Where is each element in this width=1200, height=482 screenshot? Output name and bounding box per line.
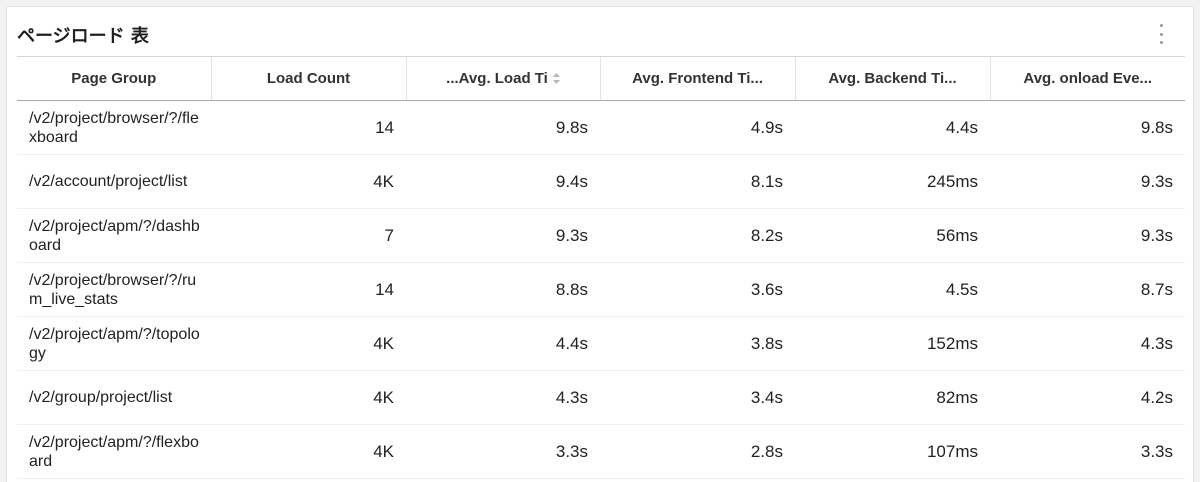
cell-avg-load-time: 8.8s [406,262,600,317]
table-header-row: Page Group Load Count ...Avg. Load Ti Av… [17,56,1185,101]
cell-avg-onload-event: 4.2s [990,370,1185,425]
column-header-page-group[interactable]: Page Group [17,56,211,101]
column-header-avg-backend-time[interactable]: Avg. Backend Ti... [794,56,990,101]
cell-avg-load-time: 3.3s [406,424,600,479]
cell-avg-onload-event: 9.3s [990,208,1185,263]
panel-title: ページロード 表 [17,26,149,47]
cell-avg-backend-time: 152ms [795,316,990,371]
column-header-avg-load-time[interactable]: ...Avg. Load Ti [405,56,600,101]
cell-load-count: 4K [211,370,406,425]
column-header-avg-frontend-time[interactable]: Avg. Frontend Ti... [599,56,795,101]
cell-load-count: 14 [211,262,406,317]
cell-avg-onload-event: 4.3s [990,316,1185,371]
cell-avg-frontend-time: 3.4s [600,370,795,425]
cell-avg-load-time: 9.4s [406,154,600,209]
cell-load-count: 4K [211,316,406,371]
cell-avg-backend-time: 56ms [795,208,990,263]
cell-avg-frontend-time: 8.2s [600,208,795,263]
more-vertical-icon[interactable] [1155,24,1167,44]
cell-avg-frontend-time: 8.1s [600,154,795,209]
page-load-table-panel: ページロード 表 Page Group Load Count ...Avg. L… [6,6,1194,482]
table-row[interactable]: /v2/project/browser/?/rum_live_stats 14 … [17,262,1185,317]
table-row[interactable]: /v2/project/browser/?/flexboard 14 9.8s … [17,100,1185,155]
cell-load-count: 4K [211,424,406,479]
cell-avg-load-time: 9.8s [406,100,600,155]
column-header-load-count[interactable]: Load Count [210,56,406,101]
cell-avg-load-time: 9.3s [406,208,600,263]
cell-avg-onload-event: 8.7s [990,262,1185,317]
cell-avg-load-time: 4.4s [406,316,600,371]
table-row[interactable]: /v2/project/apm/?/dashboard 7 9.3s 8.2s … [17,208,1185,263]
cell-avg-backend-time: 4.4s [795,100,990,155]
cell-avg-onload-event: 9.3s [990,154,1185,209]
cell-page-group: /v2/project/apm/?/topology [17,316,211,371]
table-row[interactable]: /v2/project/apm/?/flexboard 4K 3.3s 2.8s… [17,424,1185,479]
column-header-label: ...Avg. Load Ti [446,70,548,87]
cell-avg-backend-time: 107ms [795,424,990,479]
cell-page-group: /v2/group/project/list [17,370,211,425]
cell-avg-frontend-time: 2.8s [600,424,795,479]
cell-page-group: /v2/project/apm/?/flexboard [17,424,211,479]
cell-avg-frontend-time: 3.6s [600,262,795,317]
cell-avg-backend-time: 82ms [795,370,990,425]
cell-load-count: 4K [211,154,406,209]
cell-page-group: /v2/project/browser/?/rum_live_stats [17,262,211,317]
table-row[interactable]: /v2/account/project/list 4K 9.4s 8.1s 24… [17,154,1185,209]
cell-avg-onload-event: 3.3s [990,424,1185,479]
cell-avg-frontend-time: 3.8s [600,316,795,371]
table-row[interactable]: /v2/group/project/list 4K 4.3s 3.4s 82ms… [17,370,1185,425]
column-header-label: Load Count [266,70,351,87]
column-header-label: Avg. Backend Ti... [828,70,957,87]
cell-page-group: /v2/project/browser/?/flexboard [17,100,211,155]
column-header-label: Avg. Frontend Ti... [632,70,763,87]
cell-avg-frontend-time: 4.9s [600,100,795,155]
cell-avg-backend-time: 4.5s [795,262,990,317]
column-header-avg-onload-event[interactable]: Avg. onload Eve... [989,56,1185,101]
cell-page-group: /v2/account/project/list [17,154,211,209]
cell-load-count: 14 [211,100,406,155]
page-load-table: Page Group Load Count ...Avg. Load Ti Av… [17,56,1185,479]
column-header-label: Avg. onload Eve... [1023,70,1153,87]
cell-avg-load-time: 4.3s [406,370,600,425]
column-header-label: Page Group [71,70,157,87]
panel-header: ページロード 表 [7,7,1193,57]
cell-page-group: /v2/project/apm/?/dashboard [17,208,211,263]
table-row[interactable]: /v2/project/apm/?/topology 4K 4.4s 3.8s … [17,316,1185,371]
cell-avg-onload-event: 9.8s [990,100,1185,155]
cell-avg-backend-time: 245ms [795,154,990,209]
sort-updown-icon[interactable] [552,72,560,84]
cell-load-count: 7 [211,208,406,263]
